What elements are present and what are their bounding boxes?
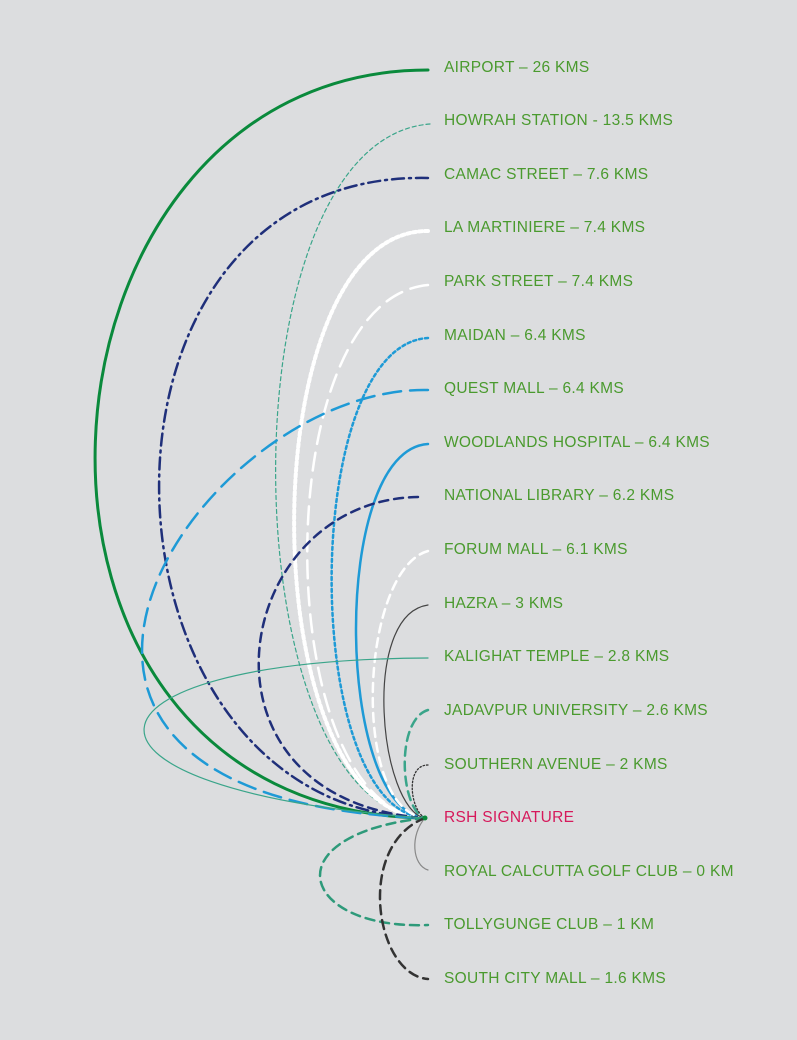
origin-label: RSH SIGNATURE	[444, 809, 575, 826]
label-south-city-mall: SOUTH CITY MALL – 1.6 KMS	[444, 970, 666, 987]
curve-woodlands-hospital	[354, 442, 430, 820]
label-airport: AIRPORT – 26 KMS	[444, 59, 590, 76]
curve-hazra	[383, 604, 429, 819]
curve-park-street	[306, 283, 430, 820]
curve-camac-street	[157, 176, 430, 820]
curve-national-library	[257, 495, 427, 820]
curve-south-city-mall	[378, 816, 430, 981]
label-quest-mall: QUEST MALL – 6.4 KMS	[444, 380, 625, 397]
curve-airport	[93, 68, 430, 820]
label-maidan: MAIDAN – 6.4 KMS	[444, 327, 586, 344]
curve-kalighat-temple	[143, 657, 429, 819]
label-tollygunge-club: TOLLYGUNGE CLUB – 1 KM	[444, 916, 655, 933]
label-hazra: HAZRA – 3 KMS	[444, 595, 564, 612]
curve-la-martiniere	[292, 228, 430, 820]
curve-jadavpur-university	[403, 708, 430, 820]
label-camac-street: CAMAC STREET – 7.6 KMS	[444, 166, 649, 183]
origin-point	[422, 815, 428, 821]
curve-quest-mall	[140, 388, 430, 820]
label-park-street: PARK STREET – 7.4 KMS	[444, 273, 634, 290]
curve-royal-calcutta-golf-club	[414, 817, 429, 871]
label-forum-mall: FORUM MALL – 6.1 KMS	[444, 541, 628, 558]
curve-southern-avenue	[411, 764, 429, 819]
label-woodlands-hospital: WOODLANDS HOSPITAL – 6.4 KMS	[444, 434, 710, 451]
label-la-martiniere: LA MARTINIERE – 7.4 KMS	[444, 219, 646, 236]
curve-tollygunge-club	[318, 816, 430, 927]
label-kalighat-temple: KALIGHAT TEMPLE – 2.8 KMS	[444, 648, 670, 665]
label-jadavpur-university: JADAVPUR UNIVERSITY – 2.6 KMS	[444, 702, 708, 719]
curve-howrah-station	[275, 123, 431, 819]
label-royal-calcutta-golf-club: ROYAL CALCUTTA GOLF CLUB – 0 KM	[444, 863, 734, 880]
curve-forum-mall	[371, 549, 430, 820]
label-howrah-station: HOWRAH STATION - 13.5 KMS	[444, 112, 674, 129]
curve-maidan	[330, 336, 430, 820]
label-national-library: NATIONAL LIBRARY – 6.2 KMS	[444, 487, 675, 504]
label-southern-avenue: SOUTHERN AVENUE – 2 KMS	[444, 756, 668, 773]
